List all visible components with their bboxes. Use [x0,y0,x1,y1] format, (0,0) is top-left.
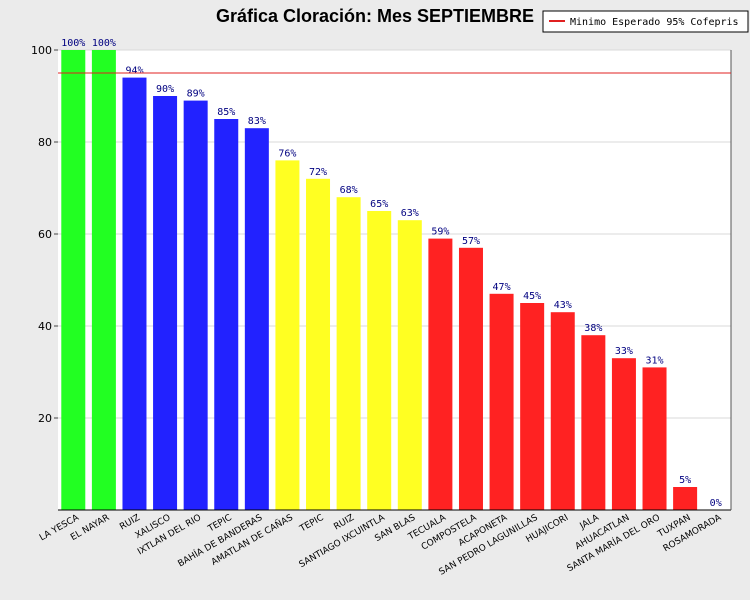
bar-value-label: 47% [493,282,511,293]
legend: Minimo Esperado 95% Cofepris [542,10,749,33]
bar-value-label: 100% [92,38,116,49]
chart-title: Gráfica Cloración: Mes SEPTIEMBRE [216,6,534,26]
bar-value-label: 45% [523,291,541,302]
bar-value-label: 89% [187,89,205,100]
bar-value-label: 65% [370,199,388,210]
bar-value-label: 33% [615,346,633,357]
bar [244,128,269,510]
bar [214,119,239,510]
bar-value-label: 68% [340,185,358,196]
bar-value-label: 57% [462,236,480,247]
bar-value-label: 38% [584,323,602,334]
bar-value-label: 0% [710,498,722,509]
bar [489,293,514,510]
bar-value-label: 94% [125,66,143,77]
bar-value-label: 72% [309,167,327,178]
y-tick-label: 100 [31,44,52,57]
bar-value-label: 83% [248,116,266,127]
bar-value-label: 63% [401,208,419,219]
y-tick-label: 80 [38,136,52,149]
y-tick-label: 60 [38,228,52,241]
bar [458,247,483,511]
bar [550,312,575,510]
bar-value-label: 31% [645,355,663,366]
bar [153,96,178,510]
bar [91,50,116,510]
y-axis-ticks: 20 40 60 80 100 [31,44,58,425]
bar [520,303,545,510]
bar-value-label: 43% [554,300,572,311]
bar [642,367,667,510]
bar [122,77,147,510]
bar [397,220,422,510]
bar-value-label: 90% [156,84,174,95]
y-tick-label: 20 [38,412,52,425]
bar-value-label: 59% [431,227,449,238]
y-tick-label: 40 [38,320,52,333]
legend-label: Minimo Esperado 95% Cofepris [570,17,739,28]
bar [611,358,636,510]
bar [275,160,300,510]
bar [367,211,392,510]
bars: 100% 100% 94% 90% 89% 85% 83% 76% 72% 68% 65% 63% 59… [61,38,722,511]
bar [183,100,208,510]
bar [581,335,606,510]
bar [673,487,698,510]
bar-value-label: 85% [217,107,235,118]
bar-value-label: 100% [61,38,85,49]
bar-value-label: 5% [679,475,691,486]
bar-value-label: 76% [278,148,296,159]
bar [306,178,331,511]
bar [428,238,453,510]
bar [336,197,361,510]
bar [61,50,86,510]
